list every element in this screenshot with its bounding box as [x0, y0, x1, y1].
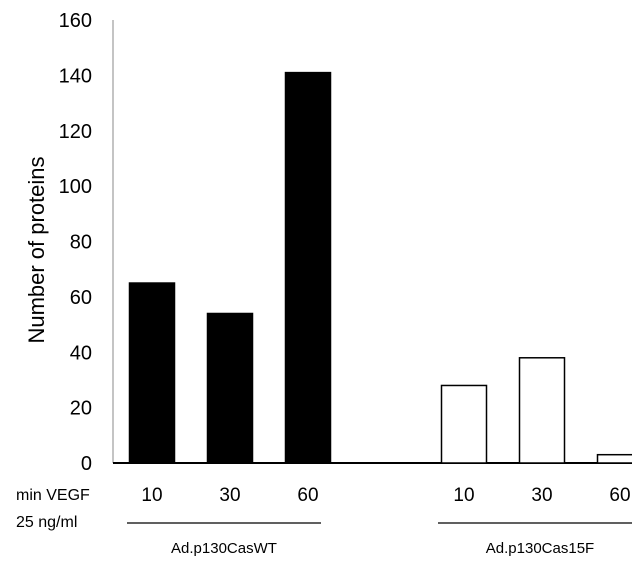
y-tick-label: 140 [59, 65, 92, 87]
y-tick-label: 60 [70, 287, 92, 309]
bar [440, 384, 488, 464]
bar [284, 71, 332, 464]
group-label: Ad.p130Cas15F [486, 540, 594, 557]
y-tick-label: 80 [70, 232, 92, 254]
x-tick-label: 60 [609, 485, 630, 506]
bar [518, 357, 566, 464]
row-label-min-vegf: min VEGF [16, 487, 90, 504]
y-tick-label: 120 [59, 121, 92, 143]
x-tick-label: 10 [453, 485, 474, 506]
y-tick-label: 100 [59, 176, 92, 198]
x-tick-label: 10 [141, 485, 162, 506]
y-tick-label: 0 [81, 453, 92, 475]
y-tick-label: 160 [59, 10, 92, 32]
x-labels: 10 30 60 Ad.p130CasWT 10 30 60 Ad.p130Cas15F [127, 485, 632, 557]
x-tick-label: 30 [531, 485, 552, 506]
y-axis: 0 20 40 60 80 100 120 140 160 [59, 10, 632, 475]
bar [128, 282, 176, 464]
row-label-concentration: 25 ng/ml [16, 514, 77, 531]
x-tick-label: 60 [297, 485, 318, 506]
x-tick-label: 30 [219, 485, 240, 506]
bars [128, 71, 632, 464]
y-tick-label: 40 [70, 342, 92, 364]
y-axis-label: Number of proteins [24, 156, 49, 343]
y-tick-label: 20 [70, 398, 92, 420]
bar [206, 312, 254, 464]
bar [596, 453, 632, 464]
group-label: Ad.p130CasWT [171, 540, 277, 557]
